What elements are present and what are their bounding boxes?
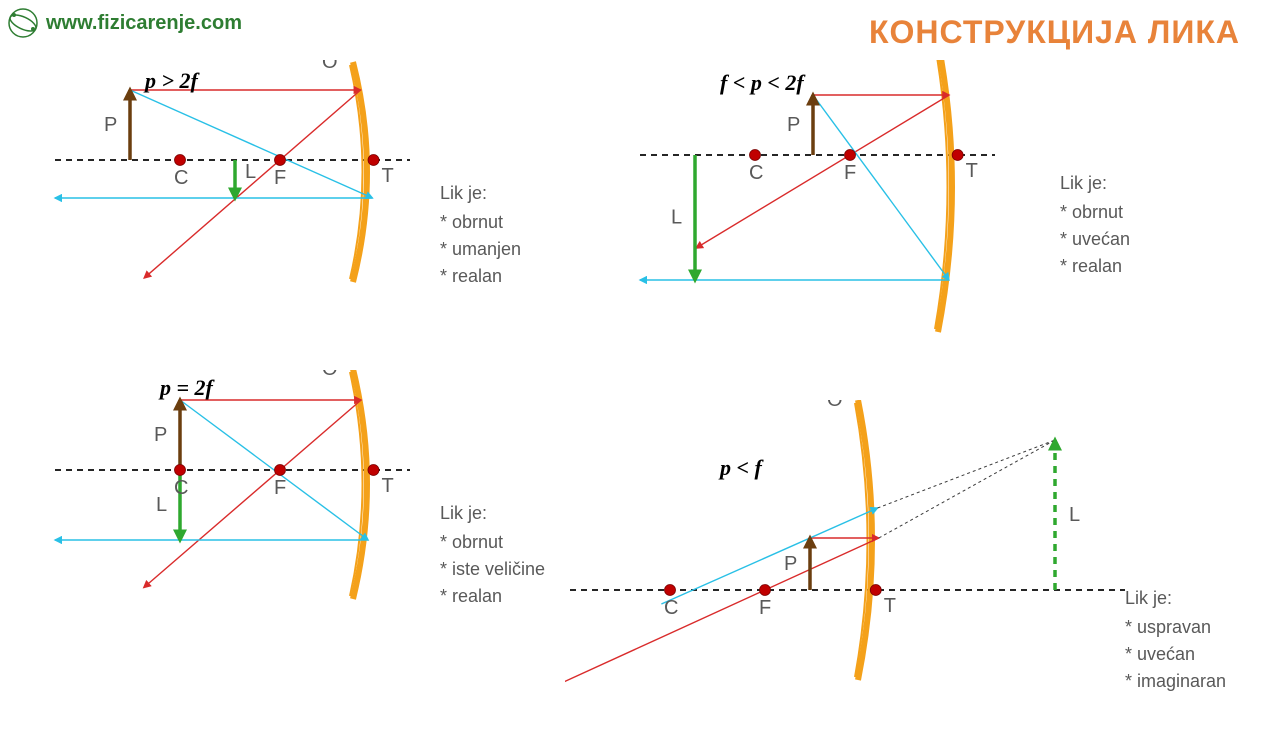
svg-text:O: O	[322, 370, 338, 380]
svg-text:L: L	[671, 207, 682, 229]
svg-text:F: F	[274, 477, 286, 499]
description-p3: Lik je:* obrnut* uvećan* realan	[1060, 170, 1130, 280]
logo-icon	[6, 6, 40, 40]
description-p1: Lik je:* obrnut* umanjen* realan	[440, 180, 521, 290]
site-logo: www.fizicarenje.com	[6, 6, 242, 40]
svg-text:C: C	[174, 477, 188, 499]
svg-text:C: C	[664, 597, 678, 619]
diagram-p4: C F T O P L	[565, 400, 1145, 740]
svg-text:P: P	[787, 114, 800, 136]
svg-text:F: F	[844, 162, 856, 184]
condition-p3: f < p < 2f	[720, 70, 804, 96]
page-title: КОНСТРУКЦИЈА ЛИКА	[869, 14, 1240, 51]
panel-p4: C F T O P L	[565, 400, 1145, 745]
svg-text:C: C	[749, 162, 763, 184]
svg-text:T: T	[382, 165, 394, 187]
svg-text:L: L	[156, 494, 167, 516]
svg-text:P: P	[104, 114, 117, 136]
svg-text:L: L	[245, 161, 256, 183]
svg-text:P: P	[784, 553, 797, 575]
svg-text:T: T	[381, 475, 393, 497]
svg-text:T: T	[966, 160, 978, 182]
svg-text:F: F	[759, 597, 771, 619]
svg-text:O: O	[322, 60, 338, 73]
site-url: www.fizicarenje.com	[46, 12, 242, 35]
svg-text:P: P	[154, 424, 167, 446]
condition-p2: p = 2f	[160, 375, 213, 401]
condition-p4: p < f	[720, 455, 762, 481]
condition-p1: p > 2f	[145, 68, 198, 94]
description-p4: Lik je:* uspravan* uvećan* imaginaran	[1125, 585, 1226, 695]
svg-text:C: C	[174, 167, 188, 189]
diagram-p1: C F T O P L	[50, 60, 630, 400]
svg-text:O: O	[827, 400, 843, 411]
panel-p1: C F T O P L	[50, 60, 630, 405]
svg-text:T: T	[884, 595, 896, 617]
description-p2: Lik je:* obrnut* iste veličine* realan	[440, 500, 545, 610]
svg-text:L: L	[1069, 504, 1080, 526]
svg-text:F: F	[274, 167, 286, 189]
